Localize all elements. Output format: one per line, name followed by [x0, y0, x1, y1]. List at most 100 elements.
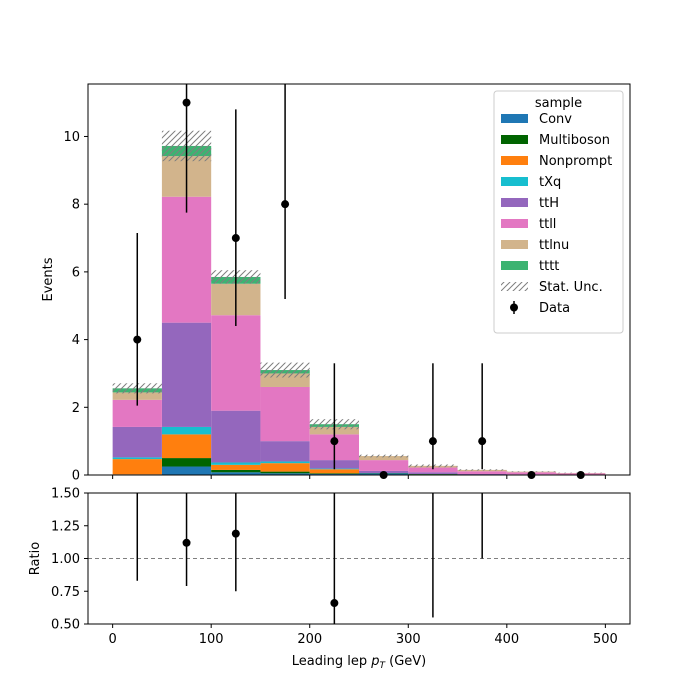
main-y-ticks: 0 2 4 6 8 10 [63, 130, 88, 484]
series-nonprompt [112, 434, 359, 475]
ratio-y-axis-label: Ratio [28, 542, 43, 575]
y-tick-label: 0.50 [51, 618, 80, 633]
y-tick-label: 10 [63, 130, 80, 145]
legend-swatch [501, 198, 528, 207]
y-tick-label: 6 [72, 265, 80, 280]
stack-bar [211, 472, 261, 475]
data-point [428, 437, 437, 446]
legend-item: Data [510, 301, 570, 316]
stack-bar [260, 473, 310, 475]
legend-marker [510, 303, 518, 312]
stack-bar [211, 315, 261, 411]
x-tick-label: 200 [297, 632, 322, 647]
legend-swatch [501, 177, 528, 186]
data-point [133, 335, 142, 344]
legend-label: ttll [539, 217, 556, 232]
stack-bar [408, 467, 458, 473]
x-tick-label: 0 [108, 632, 116, 647]
x-tick-label: 400 [494, 632, 519, 647]
main-axes-frame [87, 83, 631, 476]
y-tick-label: 1.50 [51, 487, 80, 502]
stack-bar [211, 462, 261, 465]
legend-swatch [501, 156, 528, 165]
legend-label: tttt [539, 259, 559, 274]
stack-bar [161, 434, 212, 459]
x-axis-label-subscript: T [379, 661, 386, 671]
legend-swatch [501, 114, 528, 123]
stack-bar [260, 463, 310, 472]
x-tick-label: 100 [199, 632, 224, 647]
stack-bar [309, 473, 359, 474]
legend-swatch [501, 135, 528, 144]
stack-bar [161, 322, 212, 427]
ratio-point [231, 529, 240, 538]
stack-bar [161, 196, 212, 323]
y-tick-label: 1.00 [51, 552, 80, 567]
legend-label: Stat. Unc. [539, 280, 603, 295]
legend-swatch [501, 282, 528, 291]
legend-swatch [501, 240, 528, 249]
data-points [133, 84, 585, 479]
y-tick-label: 0 [72, 469, 80, 484]
stack-bar [260, 441, 310, 462]
legend-swatch [501, 219, 528, 228]
ratio-points [136, 493, 483, 624]
stack-bar [211, 410, 261, 463]
legend-item: Conv [501, 112, 572, 127]
main-y-axis-label: Events [41, 257, 56, 301]
data-point [330, 437, 339, 446]
stack-bar [309, 473, 359, 475]
legend-item: tXq [501, 175, 561, 190]
legend-label: Data [539, 301, 570, 316]
y-tick-label: 2 [72, 401, 80, 416]
stack-bar [260, 461, 310, 464]
stack-bar [359, 460, 409, 471]
legend-item: ttlnu [501, 238, 569, 253]
legend-item: Multiboson [501, 133, 610, 148]
stack-bar [260, 471, 310, 474]
stack-bar [161, 466, 212, 475]
legend-label: Multiboson [539, 133, 610, 148]
ratio-point [330, 599, 339, 608]
stack-bar [309, 469, 359, 474]
main-x-ticks [112, 475, 606, 479]
ratio-x-ticks: 0 100 200 300 400 500 [108, 624, 618, 647]
legend-swatch [501, 261, 528, 270]
data-point [182, 98, 191, 107]
legend-box [493, 90, 624, 334]
data-point [478, 437, 487, 446]
stack-bar [457, 473, 507, 475]
stack-bar [112, 426, 162, 458]
x-axis-label-text: Leading lep [292, 654, 371, 669]
x-tick-label: 500 [593, 632, 618, 647]
stack-bar [211, 464, 261, 470]
ratio-axes-frame [87, 492, 631, 625]
legend-item: ttll [501, 217, 556, 232]
stat-unc-box [359, 454, 409, 458]
legend-label: ttH [539, 196, 559, 211]
stack-bar [260, 386, 310, 442]
legend-label: Nonprompt [539, 154, 612, 169]
x-axis-label-symbol: p [370, 654, 379, 669]
legend-item: ttH [501, 196, 559, 211]
ratio-y-ticks: 0.50 0.75 1.00 1.25 1.50 [51, 487, 88, 633]
legend-item: Nonprompt [501, 154, 612, 169]
stack-bar [161, 458, 212, 467]
x-tick-label: 300 [396, 632, 421, 647]
stack-bar [112, 457, 162, 460]
stack-bar [359, 456, 409, 461]
x-axis-label: Leading lep pT (GeV) [292, 654, 426, 671]
legend-item: tttt [501, 259, 559, 274]
stat-unc-box [457, 469, 507, 471]
y-tick-label: 0.75 [51, 585, 80, 600]
series-ttll [112, 196, 606, 475]
stack-bar [161, 426, 212, 435]
stat-unc-box [260, 362, 310, 378]
legend-label: ttlnu [539, 238, 569, 253]
stack-bar [408, 472, 458, 474]
legend-title: sample [535, 96, 582, 111]
x-axis-label-unit: (GeV) [385, 654, 426, 669]
y-tick-label: 1.25 [51, 519, 80, 534]
